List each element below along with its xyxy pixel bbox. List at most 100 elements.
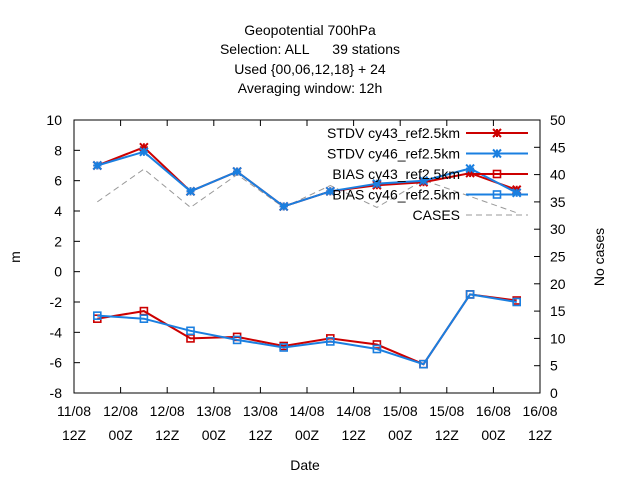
legend-label: STDV cy46_ref2.5km	[327, 146, 460, 162]
series-line	[97, 150, 518, 208]
x-tick-label-date: 14/08	[289, 403, 324, 419]
series-line	[97, 293, 517, 366]
x-axis: 11/08 12Z 12/08 00Z 12/08 12Z 13/08 00Z 13/08 12Z…	[57, 120, 558, 443]
data-point	[512, 297, 522, 307]
y2-axis: 0 5 10 15 20 25 30 35 40 45 50	[534, 112, 566, 401]
legend-item: STDV cy46_ref2.5km	[327, 146, 528, 162]
x-tick-label-hour: 12Z	[155, 427, 180, 443]
legend-marker	[492, 148, 502, 159]
marker-stroke	[418, 175, 429, 186]
x-tick-label-hour: 12Z	[435, 427, 460, 443]
data-point	[511, 188, 522, 198]
series-layer	[92, 142, 522, 369]
y2-tick-label: 30	[550, 221, 566, 237]
x-tick-label-date: 13/08	[196, 403, 231, 419]
y-axis: -8 -6 -4 -2 0 2 4 6 8 10	[46, 112, 80, 401]
y2-tick-label: 50	[550, 112, 566, 128]
marker-stroke	[139, 147, 149, 157]
legend-marker	[492, 190, 502, 199]
legend-item: BIAS cy43_ref2.5km	[332, 166, 528, 182]
x-tick-label-date: 15/08	[429, 403, 464, 419]
legend-label: BIAS cy46_ref2.5km	[332, 187, 460, 203]
y2-tick-label: 5	[550, 358, 558, 374]
chart-title: Geopotential 700hPa Selection: ALL 39 st…	[220, 22, 400, 96]
x-tick-label-date: 15/08	[383, 403, 418, 419]
data-point	[465, 290, 475, 299]
data-point	[325, 186, 336, 196]
data-point	[139, 147, 149, 157]
y2-tick-label: 35	[550, 194, 566, 210]
x-tick-label-hour: 12Z	[342, 427, 367, 443]
legend-marker	[492, 128, 502, 138]
title-line-2: Selection: ALL 39 stations	[220, 41, 400, 57]
marker-stroke	[185, 186, 196, 196]
plot-area	[73, 119, 541, 394]
y-tick-label: -4	[50, 324, 63, 340]
marker-stroke	[492, 128, 502, 138]
x-tick-label-date: 13/08	[243, 403, 278, 419]
legend-label: CASES	[413, 207, 460, 223]
y-axis-label: m	[7, 251, 23, 263]
data-point	[232, 335, 242, 345]
y2-tick-label: 15	[550, 303, 566, 319]
legend-label: STDV cy43_ref2.5km	[327, 125, 460, 141]
data-point	[279, 343, 289, 352]
y-tick-label: 0	[54, 264, 62, 280]
y2-tick-label: 10	[550, 330, 566, 346]
y-tick-label: 2	[54, 233, 62, 249]
series-4	[97, 168, 517, 214]
legend-item: BIAS cy46_ref2.5km	[332, 187, 528, 203]
legend: STDV cy43_ref2.5km STDV cy46_ref2.5km BIAS…	[327, 125, 528, 223]
marker-stroke	[492, 148, 502, 159]
legend-item: STDV cy43_ref2.5km	[327, 125, 528, 141]
title-line-3: Used {00,06,12,18} + 24	[234, 61, 386, 77]
x-tick-label-hour: 00Z	[202, 427, 227, 443]
x-axis-label: Date	[290, 457, 320, 473]
marker-stroke	[92, 160, 103, 171]
x-tick-label-hour: 00Z	[109, 427, 134, 443]
series-line	[97, 293, 517, 366]
marker-stroke	[232, 166, 242, 177]
y2-tick-label: 45	[550, 139, 566, 155]
x-tick-label-hour: 12Z	[248, 427, 273, 443]
y-tick-label: 8	[54, 142, 62, 158]
x-tick-label-hour: 12Z	[62, 427, 87, 443]
y-tick-label: 10	[46, 112, 62, 128]
data-point	[139, 314, 149, 323]
marker-stroke	[465, 163, 475, 174]
series-3	[93, 290, 522, 369]
x-tick-label-date: 11/08	[57, 403, 91, 419]
x-tick-label-date: 12/08	[150, 403, 185, 419]
marker-stroke	[278, 201, 289, 212]
x-tick-label-hour: 00Z	[295, 427, 320, 443]
data-point	[278, 201, 289, 212]
x-tick-label-date: 14/08	[336, 403, 371, 419]
x-tick-label-hour: 12Z	[528, 427, 553, 443]
marker-stroke	[325, 186, 336, 196]
y-tick-label: 6	[54, 173, 62, 189]
title-line-4: Averaging window: 12h	[238, 80, 383, 96]
data-point	[186, 326, 195, 336]
y-tick-label: -2	[50, 294, 63, 310]
data-point	[232, 166, 242, 177]
legend-marker	[492, 169, 502, 179]
x-tick-label-date: 16/08	[522, 403, 557, 419]
data-point	[419, 359, 428, 369]
legend-item: CASES	[413, 207, 528, 223]
data-point	[372, 344, 382, 354]
series-line	[97, 168, 517, 214]
y2-tick-label: 0	[550, 385, 558, 401]
data-point	[325, 337, 335, 346]
x-tick-label-hour: 00Z	[481, 427, 506, 443]
marker-stroke	[372, 178, 382, 189]
data-point	[372, 340, 382, 349]
y-tick-label: 4	[54, 203, 62, 219]
data-point	[465, 163, 475, 174]
x-tick-label-date: 16/08	[476, 403, 511, 419]
title-line-1: Geopotential 700hPa	[244, 22, 376, 38]
data-point	[372, 178, 382, 189]
data-point	[418, 175, 429, 186]
y2-tick-label: 40	[550, 167, 566, 183]
data-point	[93, 311, 102, 320]
